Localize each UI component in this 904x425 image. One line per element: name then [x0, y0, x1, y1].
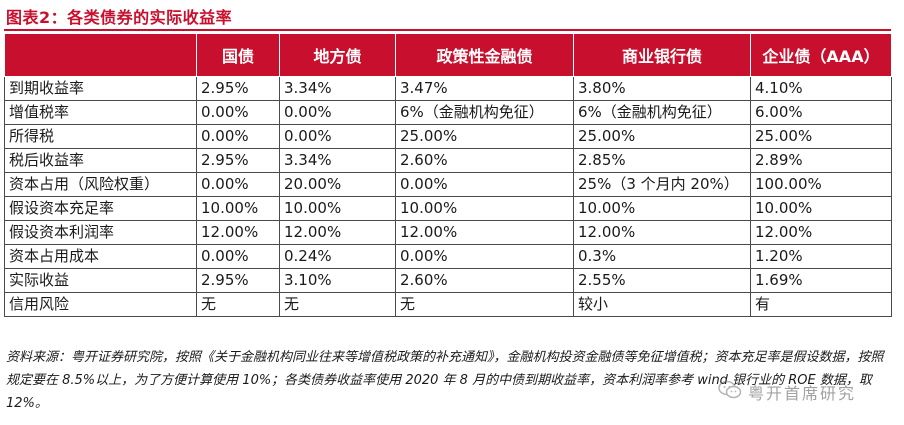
row-label: 资本占用成本	[4, 244, 197, 269]
table-cell: 无	[196, 292, 280, 317]
table-cell: 12.00%	[573, 220, 751, 245]
table-cell: 10.00%	[573, 196, 751, 221]
table-row: 资本占用成本 0.00% 0.24% 0.00% 0.3% 1.20%	[4, 244, 892, 269]
header-cell-treasury: 国债	[196, 33, 280, 77]
header-cell-corporate: 企业债（AAA）	[750, 33, 892, 77]
table-cell: 较小	[573, 292, 751, 317]
table-cell: 25%（3 个月内 20%）	[573, 172, 751, 197]
row-label: 实际收益	[4, 268, 197, 293]
table-cell: 6%（金融机构免征）	[395, 100, 574, 125]
source-note: 资料来源：粤开证券研究院，按照《关于金融机构同业往来等增值税政策的补充通知》，金…	[6, 350, 884, 411]
title-divider	[4, 29, 891, 31]
row-label: 假设资本充足率	[4, 196, 197, 221]
table-cell: 1.20%	[750, 244, 892, 269]
table-cell: 3.10%	[279, 268, 396, 293]
table-cell: 6.00%	[750, 100, 892, 125]
table-cell: 0.3%	[573, 244, 751, 269]
table-cell: 10.00%	[279, 196, 396, 221]
row-label: 到期收益率	[4, 76, 197, 101]
table-cell: 12.00%	[279, 220, 396, 245]
row-label: 所得税	[4, 124, 197, 149]
table-cell: 25.00%	[573, 124, 751, 149]
table-cell: 2.85%	[573, 148, 751, 173]
table-row: 信用风险 无 无 无 较小 有	[4, 292, 892, 317]
table-cell: 25.00%	[750, 124, 892, 149]
table-cell: 0.00%	[395, 172, 574, 197]
table-cell: 3.47%	[395, 76, 574, 101]
figure-title: 图表2：各类债券的实际收益率	[6, 8, 233, 27]
table-cell: 0.24%	[279, 244, 396, 269]
header-cell-local-gov: 地方债	[279, 33, 396, 77]
row-label: 资本占用（风险权重）	[4, 172, 197, 197]
table-cell: 0.00%	[196, 100, 280, 125]
table-cell: 100.00%	[750, 172, 892, 197]
table-cell: 10.00%	[750, 196, 892, 221]
table-row: 实际收益 2.95% 3.10% 2.60% 2.55% 1.69%	[4, 268, 892, 293]
table-cell: 2.95%	[196, 148, 280, 173]
table-cell: 25.00%	[395, 124, 574, 149]
header-cell-policy-bank: 政策性金融债	[395, 33, 574, 77]
table-cell: 无	[395, 292, 574, 317]
header-cell-blank	[4, 33, 197, 77]
table-row: 假设资本利润率 12.00% 12.00% 12.00% 12.00% 12.0…	[4, 220, 892, 245]
table-cell: 10.00%	[395, 196, 574, 221]
table-cell: 0.00%	[395, 244, 574, 269]
row-label: 信用风险	[4, 292, 197, 317]
table-cell: 12.00%	[395, 220, 574, 245]
table-cell: 2.60%	[395, 148, 574, 173]
header-cell-commercial-bank: 商业银行债	[573, 33, 751, 77]
table-cell: 20.00%	[279, 172, 396, 197]
table-cell: 0.00%	[196, 244, 280, 269]
table-cell: 3.34%	[279, 76, 396, 101]
table-cell: 6%（金融机构免征）	[573, 100, 751, 125]
table-cell: 2.55%	[573, 268, 751, 293]
table-cell: 2.89%	[750, 148, 892, 173]
table-row: 增值税率 0.00% 0.00% 6%（金融机构免征） 6%（金融机构免征） 6…	[4, 100, 892, 125]
table-row: 资本占用（风险权重） 0.00% 20.00% 0.00% 25%（3 个月内 …	[4, 172, 892, 197]
table-row: 所得税 0.00% 0.00% 25.00% 25.00% 25.00%	[4, 124, 892, 149]
table-header-row: 国债 地方债 政策性金融债 商业银行债 企业债（AAA）	[4, 33, 892, 77]
table-cell: 0.00%	[279, 100, 396, 125]
table-cell: 2.60%	[395, 268, 574, 293]
table-cell: 1.69%	[750, 268, 892, 293]
table-cell: 0.00%	[279, 124, 396, 149]
table-cell: 0.00%	[196, 124, 280, 149]
bond-yield-table: 国债 地方债 政策性金融债 商业银行债 企业债（AAA） 到期收益率 2.95%…	[4, 33, 892, 317]
table-cell: 2.95%	[196, 268, 280, 293]
table-cell: 0.00%	[196, 172, 280, 197]
table-cell: 3.80%	[573, 76, 751, 101]
watermark-text: 粤开首席研究	[748, 384, 857, 403]
watermark: 粤开首席研究	[718, 380, 856, 404]
table-cell: 10.00%	[196, 196, 280, 221]
table-cell: 12.00%	[196, 220, 280, 245]
table-cell: 有	[750, 292, 892, 317]
table-cell: 无	[279, 292, 396, 317]
row-label: 税后收益率	[4, 148, 197, 173]
table-cell: 4.10%	[750, 76, 892, 101]
table-cell: 3.34%	[279, 148, 396, 173]
table-cell: 12.00%	[750, 220, 892, 245]
table-row: 假设资本充足率 10.00% 10.00% 10.00% 10.00% 10.0…	[4, 196, 892, 221]
row-label: 假设资本利润率	[4, 220, 197, 245]
table-row: 税后收益率 2.95% 3.34% 2.60% 2.85% 2.89%	[4, 148, 892, 173]
row-label: 增值税率	[4, 100, 197, 125]
table-cell: 2.95%	[196, 76, 280, 101]
table-row: 到期收益率 2.95% 3.34% 3.47% 3.80% 4.10%	[4, 76, 892, 101]
wechat-icon	[718, 380, 742, 404]
